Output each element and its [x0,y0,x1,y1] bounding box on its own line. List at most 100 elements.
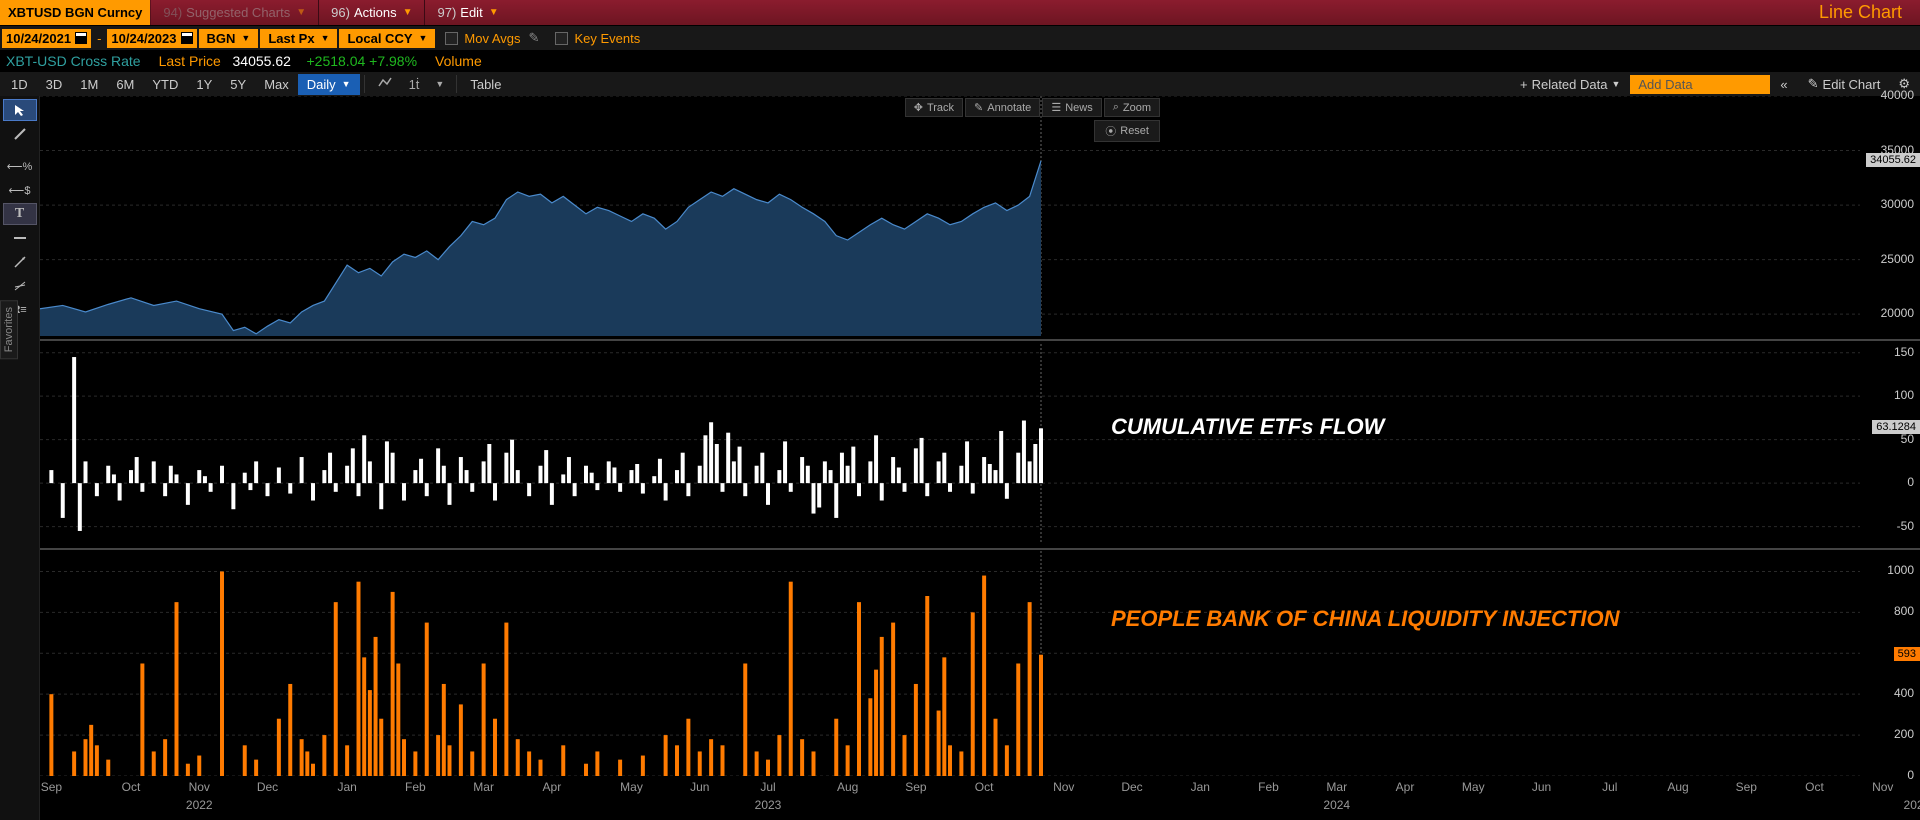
arrow-tool[interactable] [3,251,37,273]
y-tick-label: -50 [1864,519,1914,533]
x-year-label: 2025 [1904,798,1920,812]
y-tick-label: 400 [1864,686,1914,700]
plus-icon: + [1520,77,1528,92]
range-button[interactable]: YTD [143,74,187,95]
y-tick-label: 40000 [1864,88,1914,102]
y-axis: 02004006008001000593 [1862,551,1920,776]
y-axis: -5005010015063.1284 [1862,344,1920,544]
chart-panel[interactable] [40,96,1860,336]
param-dropdown[interactable]: Local CCY▼ [339,29,435,48]
last-price-label: Last Price [159,53,221,69]
date-from-value: 10/24/2021 [6,31,71,46]
collapse-button[interactable]: « [1770,74,1797,95]
price-change-pct: +7.98% [369,53,417,69]
pencil-icon: ✎ [1808,76,1819,92]
y-tick-label: 20000 [1864,306,1914,320]
titlebar-tab[interactable]: 96) Actions▼ [318,0,424,25]
range-button[interactable]: 1Y [187,74,221,95]
dropdown-caret-icon[interactable]: ▼ [427,76,452,92]
range-button[interactable]: 1M [71,74,107,95]
param-dropdown[interactable]: Last Px▼ [260,29,337,48]
x-tick-label: Dec [257,780,278,794]
param-checkbox[interactable]: Mov Avgs✎ [437,30,547,46]
x-tick-label: Jun [1532,780,1551,794]
reset-button[interactable]: ⦿Reset [1094,120,1160,142]
ticker-symbol[interactable]: XBTUSD BGN Curncy [0,0,150,25]
main-area: ⟵% ⟵$ T R≡ Favorites ✥Track ✎Annotate ☰N… [0,96,1920,820]
current-value-marker: 593 [1894,647,1920,661]
range-button[interactable]: 6M [107,74,143,95]
left-toolbar: ⟵% ⟵$ T R≡ [0,96,40,820]
y-axis: 200002500030000350004000034055.62 [1862,96,1920,336]
chart-type-icon[interactable] [369,73,401,96]
x-tick-label: Mar [1326,780,1347,794]
x-tick-label: May [620,780,643,794]
x-tick-label: Jun [690,780,709,794]
table-button[interactable]: Table [461,74,510,95]
date-dash: - [93,31,105,46]
y-tick-label: 800 [1864,604,1914,618]
x-tick-label: Nov [1872,780,1893,794]
date-from-field[interactable]: 10/24/2021 [2,29,91,48]
news-button[interactable]: ☰News [1042,98,1101,117]
titlebar-tab[interactable]: 94) Suggested Charts▼ [150,0,318,25]
x-year-label: 2024 [1323,798,1350,812]
y-tick-label: 200 [1864,727,1914,741]
x-tick-label: Nov [189,780,210,794]
range-button[interactable]: 5Y [221,74,255,95]
x-tick-label: Oct [1805,780,1824,794]
info-row: XBT-USD Cross Rate Last Price 34055.62 +… [0,50,1920,72]
related-data-button[interactable]: + Related Data ▼ [1510,74,1630,95]
scale-icon[interactable]: 1ṫ [401,74,428,95]
dollar-tool[interactable]: ⟵$ [3,179,37,201]
param-checkbox[interactable]: Key Events [547,30,648,46]
x-tick-label: Sep [905,780,926,794]
hline-tool[interactable] [3,227,37,249]
date-to-value: 10/24/2023 [111,31,176,46]
x-tick-label: Nov [1053,780,1074,794]
y-tick-label: 25000 [1864,252,1914,266]
x-year-label: 2023 [755,798,782,812]
zoom-button[interactable]: ⌕Zoom [1104,98,1160,117]
x-tick-label: Apr [1396,780,1415,794]
range-button[interactable]: 1D [2,74,37,95]
titlebar-tab[interactable]: 97) Edit▼ [424,0,510,25]
pair-name: XBT-USD Cross Rate [6,53,141,69]
x-tick-label: Feb [405,780,426,794]
x-tick-label: Oct [975,780,994,794]
x-tick-label: Feb [1258,780,1279,794]
annotate-button[interactable]: ✎Annotate [965,98,1040,117]
draw-line-tool[interactable] [3,123,37,145]
x-tick-label: Sep [1736,780,1757,794]
trend-tool[interactable] [3,275,37,297]
param-dropdown[interactable]: BGN▼ [199,29,259,48]
track-button[interactable]: ✥Track [905,98,963,117]
current-value-marker: 63.1284 [1872,420,1920,434]
params-row: 10/24/2021 - 10/24/2023 BGN▼Last Px▼Loca… [0,26,1920,50]
add-data-input[interactable]: Add Data [1630,75,1770,94]
range-button[interactable]: Max [255,74,298,95]
pboc-annotation: PEOPLE BANK OF CHINA LIQUIDITY INJECTION [1111,606,1619,632]
x-tick-label: May [1462,780,1485,794]
percent-tool[interactable]: ⟵% [3,155,37,177]
chart-panel[interactable] [40,344,1860,544]
x-tick-label: Apr [543,780,562,794]
x-tick-label: Aug [837,780,858,794]
date-to-field[interactable]: 10/24/2023 [107,29,196,48]
chart-panel[interactable] [40,551,1860,776]
calendar-icon[interactable] [75,32,87,44]
range-button[interactable]: 3D [37,74,72,95]
y-tick-label: 150 [1864,345,1914,359]
x-tick-label: Jan [337,780,356,794]
frequency-dropdown[interactable]: Daily▼ [298,74,360,95]
x-tick-label: Dec [1121,780,1142,794]
x-tick-label: Jul [1602,780,1617,794]
price-change: +2518.04 [306,53,365,69]
pointer-tool[interactable] [3,99,37,121]
calendar-icon[interactable] [181,32,193,44]
favorites-tab[interactable]: Favorites [0,300,18,359]
chart-area[interactable]: ✥Track ✎Annotate ☰News ⌕Zoom ⦿Reset 2000… [40,96,1920,820]
text-tool[interactable]: T [3,203,37,225]
rangebar: 1D3D1M6MYTD1Y5YMax Daily▼ 1ṫ ▼ Table + R… [0,72,1920,96]
y-tick-label: 1000 [1864,563,1914,577]
